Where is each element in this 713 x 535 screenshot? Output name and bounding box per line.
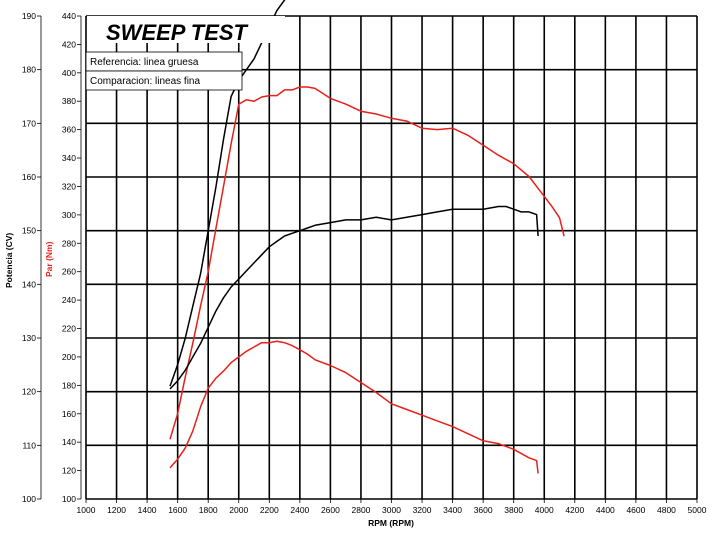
x-tick-label: 2600 <box>321 505 340 515</box>
x-tick-label: 4600 <box>626 505 645 515</box>
power-tick-label: 190 <box>22 11 36 21</box>
x-tick-label: 4200 <box>565 505 584 515</box>
legend-entry-reference: Referencia: linea gruesa <box>90 57 199 68</box>
power-tick-label: 170 <box>22 118 36 128</box>
torque-tick-label: 120 <box>62 466 76 476</box>
chart-grid <box>85 15 698 500</box>
x-tick-label: 2200 <box>260 505 279 515</box>
x-tick-label: 2800 <box>351 505 370 515</box>
x-tick-label: 2000 <box>229 505 248 515</box>
x-tick-label: 1200 <box>107 505 126 515</box>
torque-tick-label: 420 <box>62 39 76 49</box>
x-tick-label: 3200 <box>413 505 432 515</box>
torque-tick-label: 400 <box>62 68 76 78</box>
torque-tick-label: 200 <box>62 352 76 362</box>
comparison-torque-line <box>169 340 539 474</box>
chart-title-background <box>87 16 285 43</box>
x-tick-label: 1600 <box>168 505 187 515</box>
y-axis-title-power: Potencia (CV) <box>4 233 14 288</box>
torque-tick-label: 280 <box>62 238 76 248</box>
power-tick-label: 130 <box>22 333 36 343</box>
x-axis: 1000 1200 1400 1600 1800 2000 2200 2400 2600 2800… <box>77 499 707 515</box>
x-tick-label: 3400 <box>443 505 462 515</box>
x-tick-label: 1400 <box>138 505 157 515</box>
chart-title: SWEEP TEST <box>106 20 249 45</box>
power-tick-label: 180 <box>22 65 36 75</box>
torque-tick-label: 340 <box>62 153 76 163</box>
torque-tick-label: 160 <box>62 409 76 419</box>
y-axes: 100 110 120 130 140 150 160 170 180 190 100 120 140 1… <box>22 11 82 504</box>
power-tick-label: 110 <box>22 440 36 450</box>
reference-power-line <box>169 0 286 387</box>
x-tick-label: 3000 <box>382 505 401 515</box>
x-tick-label: 1000 <box>77 505 96 515</box>
legend-entry-comparison: Comparacion: lineas fina <box>90 76 200 87</box>
power-tick-label: 150 <box>22 226 36 236</box>
x-tick-label: 3800 <box>504 505 523 515</box>
torque-tick-label: 240 <box>62 295 76 305</box>
torque-tick-label: 440 <box>62 11 76 21</box>
torque-tick-label: 220 <box>62 324 76 334</box>
reference-torque-line <box>169 86 565 440</box>
x-tick-label: 3600 <box>474 505 493 515</box>
x-tick-label: 4800 <box>657 505 676 515</box>
legend-box-comparison <box>85 70 243 91</box>
torque-tick-label: 260 <box>62 267 76 277</box>
power-tick-label: 100 <box>22 494 36 504</box>
torque-tick-label: 100 <box>62 494 76 504</box>
x-tick-label: 2400 <box>290 505 309 515</box>
x-tick-label: 4000 <box>535 505 554 515</box>
torque-tick-label: 380 <box>62 96 76 106</box>
y-axis-title-torque: Par (Nm) <box>44 241 54 277</box>
x-tick-label: 5000 <box>688 505 707 515</box>
power-tick-label: 120 <box>22 387 36 397</box>
torque-tick-label: 300 <box>62 210 76 220</box>
torque-tick-label: 140 <box>62 437 76 447</box>
legend: Referencia: linea gruesa Comparacion: li… <box>85 51 243 91</box>
x-tick-label: 1800 <box>199 505 218 515</box>
torque-tick-label: 360 <box>62 125 76 135</box>
x-tick-label: 4400 <box>596 505 615 515</box>
torque-tick-label: 320 <box>62 181 76 191</box>
comparison-power-line <box>169 205 539 390</box>
power-tick-label: 140 <box>22 279 36 289</box>
x-axis-title: RPM (RPM) <box>368 518 414 528</box>
power-tick-label: 160 <box>22 172 36 182</box>
chart-series <box>169 0 565 474</box>
torque-tick-label: 180 <box>62 380 76 390</box>
